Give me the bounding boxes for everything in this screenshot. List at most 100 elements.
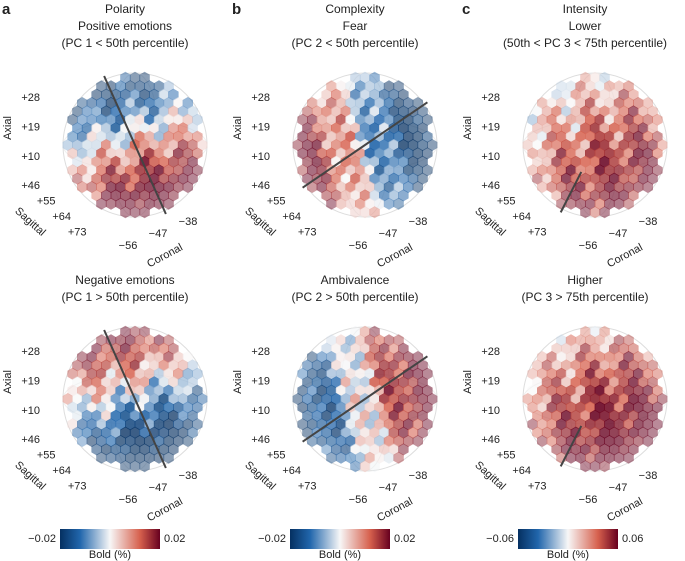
voxel [599, 325, 610, 338]
voxel [81, 393, 93, 405]
voxel [158, 443, 169, 456]
voxel [321, 426, 332, 439]
voxel [359, 71, 371, 84]
voxel [427, 393, 438, 405]
voxel [72, 122, 83, 135]
voxel [580, 88, 591, 101]
voxel [120, 189, 131, 202]
voxel [585, 334, 596, 347]
voxel [359, 342, 371, 355]
colorbar-max: 0.02 [394, 533, 415, 545]
voxel [187, 105, 198, 118]
voxel [613, 334, 625, 347]
voxel [388, 342, 399, 355]
voxel [580, 342, 591, 355]
voxel [81, 426, 93, 439]
voxel [398, 172, 409, 185]
voxel [101, 376, 112, 389]
voxel [565, 418, 577, 431]
voxel [134, 97, 145, 109]
panel-title: Polarity [105, 2, 145, 16]
voxel [81, 155, 93, 168]
voxel [604, 197, 615, 210]
voxel [637, 426, 649, 439]
voxel [316, 401, 327, 414]
voxel [374, 334, 385, 347]
voxel [72, 359, 83, 372]
voxel [96, 435, 107, 447]
voxel [321, 359, 332, 372]
panel-title: Intensity [563, 2, 608, 16]
voxel [129, 342, 141, 355]
axis-line [559, 425, 583, 467]
voxel [422, 418, 433, 431]
voxel [340, 393, 351, 405]
voxel [134, 367, 145, 380]
voxel [633, 147, 644, 160]
voxel [67, 147, 78, 160]
voxel [580, 155, 591, 168]
panel-title: (PC 2 < 50th percentile) [291, 36, 418, 50]
colorbar [60, 529, 160, 549]
voxel [398, 376, 409, 389]
voxel [350, 460, 361, 473]
voxel [153, 113, 165, 126]
voxel [618, 393, 629, 405]
voxel [585, 113, 596, 126]
voxel [374, 147, 385, 160]
voxel [393, 197, 404, 210]
voxel [398, 359, 409, 372]
voxel [570, 88, 581, 101]
voxel [144, 147, 155, 160]
voxel [575, 367, 586, 380]
voxel [364, 334, 375, 347]
voxel [532, 426, 543, 439]
voxel [149, 342, 160, 355]
axial-label: Axial [462, 370, 474, 394]
voxel [144, 113, 155, 126]
voxel [163, 435, 174, 447]
voxel [652, 401, 663, 414]
voxel [565, 351, 577, 363]
voxel [144, 367, 155, 380]
voxel [575, 451, 586, 464]
voxel [307, 384, 318, 397]
voxel [153, 164, 165, 177]
voxel [120, 155, 131, 168]
voxel-sphere [522, 325, 668, 473]
voxel [302, 155, 313, 168]
voxel [340, 88, 351, 101]
voxel [628, 88, 639, 101]
voxel [105, 384, 117, 397]
voxel [556, 97, 567, 109]
voxel [412, 367, 423, 380]
voxel [91, 88, 102, 101]
voxel [173, 401, 184, 414]
axial-tick: +19 [481, 375, 500, 387]
voxel [316, 97, 327, 109]
voxel [321, 139, 332, 151]
voxel [618, 426, 629, 439]
voxel [355, 97, 366, 109]
voxel [110, 122, 121, 135]
voxel [652, 147, 663, 160]
voxel [594, 80, 605, 93]
voxel [153, 367, 165, 380]
voxel [623, 80, 634, 93]
voxel [604, 401, 615, 414]
voxel [565, 367, 577, 380]
sagittal-tick: +46 [21, 180, 40, 192]
voxel [532, 172, 543, 185]
voxel [398, 189, 409, 202]
voxel [599, 189, 610, 202]
voxel [96, 367, 107, 380]
voxel [326, 80, 337, 93]
voxel [388, 122, 399, 135]
voxel [297, 164, 308, 177]
voxel [546, 401, 557, 414]
voxel [139, 342, 150, 355]
voxel [575, 130, 586, 143]
voxel [599, 122, 610, 135]
voxel [594, 451, 605, 464]
voxel [125, 418, 136, 431]
